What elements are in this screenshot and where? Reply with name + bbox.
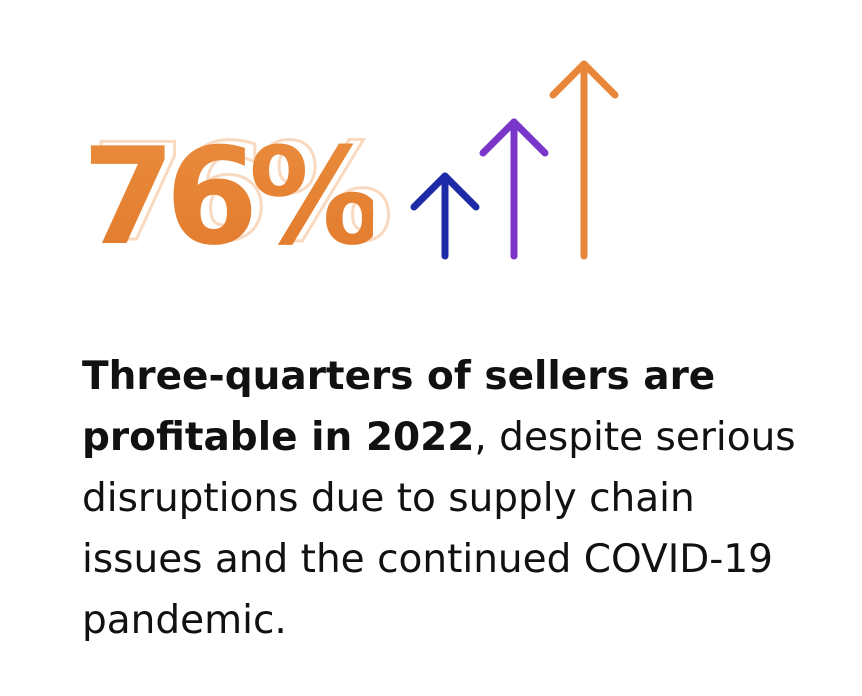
growth-arrows [410,60,619,260]
arrow-up-navy-icon [410,172,480,260]
caption-body: , despite serious disruptions due to sup… [82,415,796,643]
stat-percentage-value: 76% [82,119,383,275]
arrow-up-purple-icon [479,118,549,260]
caption-text: Three-quarters of sellers are profitable… [82,346,802,651]
stat-percentage-shadow: 76% [91,125,395,262]
caption-highlight: Three-quarters of sellers are profitable… [82,354,716,460]
stat-percentage: 76% 76% [82,119,412,275]
arrow-up-orange-icon [549,60,619,260]
